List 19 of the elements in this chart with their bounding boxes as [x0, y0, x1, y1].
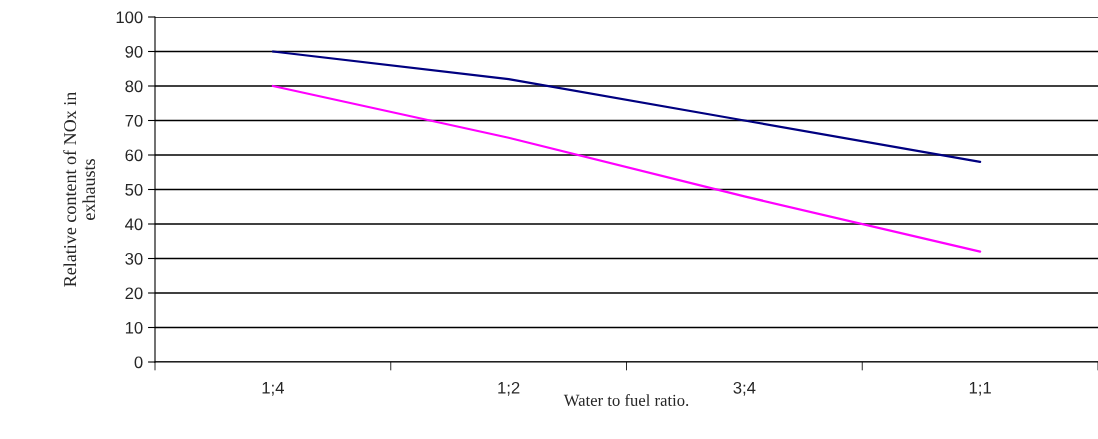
y-tick-label: 0	[134, 356, 143, 369]
x-tick-label: 1;2	[498, 381, 520, 396]
x-axis-title: Water to fuel ratio.	[563, 394, 689, 407]
y-tick-label: 80	[125, 80, 143, 93]
x-tick-label: 3;4	[733, 381, 756, 396]
y-tick-label: 50	[125, 183, 143, 196]
y-tick-label: 90	[125, 45, 143, 58]
y-tick-label: 10	[125, 321, 143, 334]
y-tick-label: 20	[125, 287, 143, 300]
x-tick-label: 1;1	[969, 382, 991, 396]
y-axis-title: Relative content of NOx in exhausts	[63, 92, 96, 287]
line-series	[271, 84, 982, 253]
y-tick-label: 70	[125, 114, 143, 127]
y-tick-label: 100	[116, 11, 143, 24]
y-tick-label: 30	[125, 252, 143, 265]
y-tick-label: 60	[125, 149, 143, 162]
line-series	[271, 50, 982, 164]
y-tick-label: 40	[125, 218, 143, 231]
x-tick-label: 1;4	[262, 382, 284, 396]
